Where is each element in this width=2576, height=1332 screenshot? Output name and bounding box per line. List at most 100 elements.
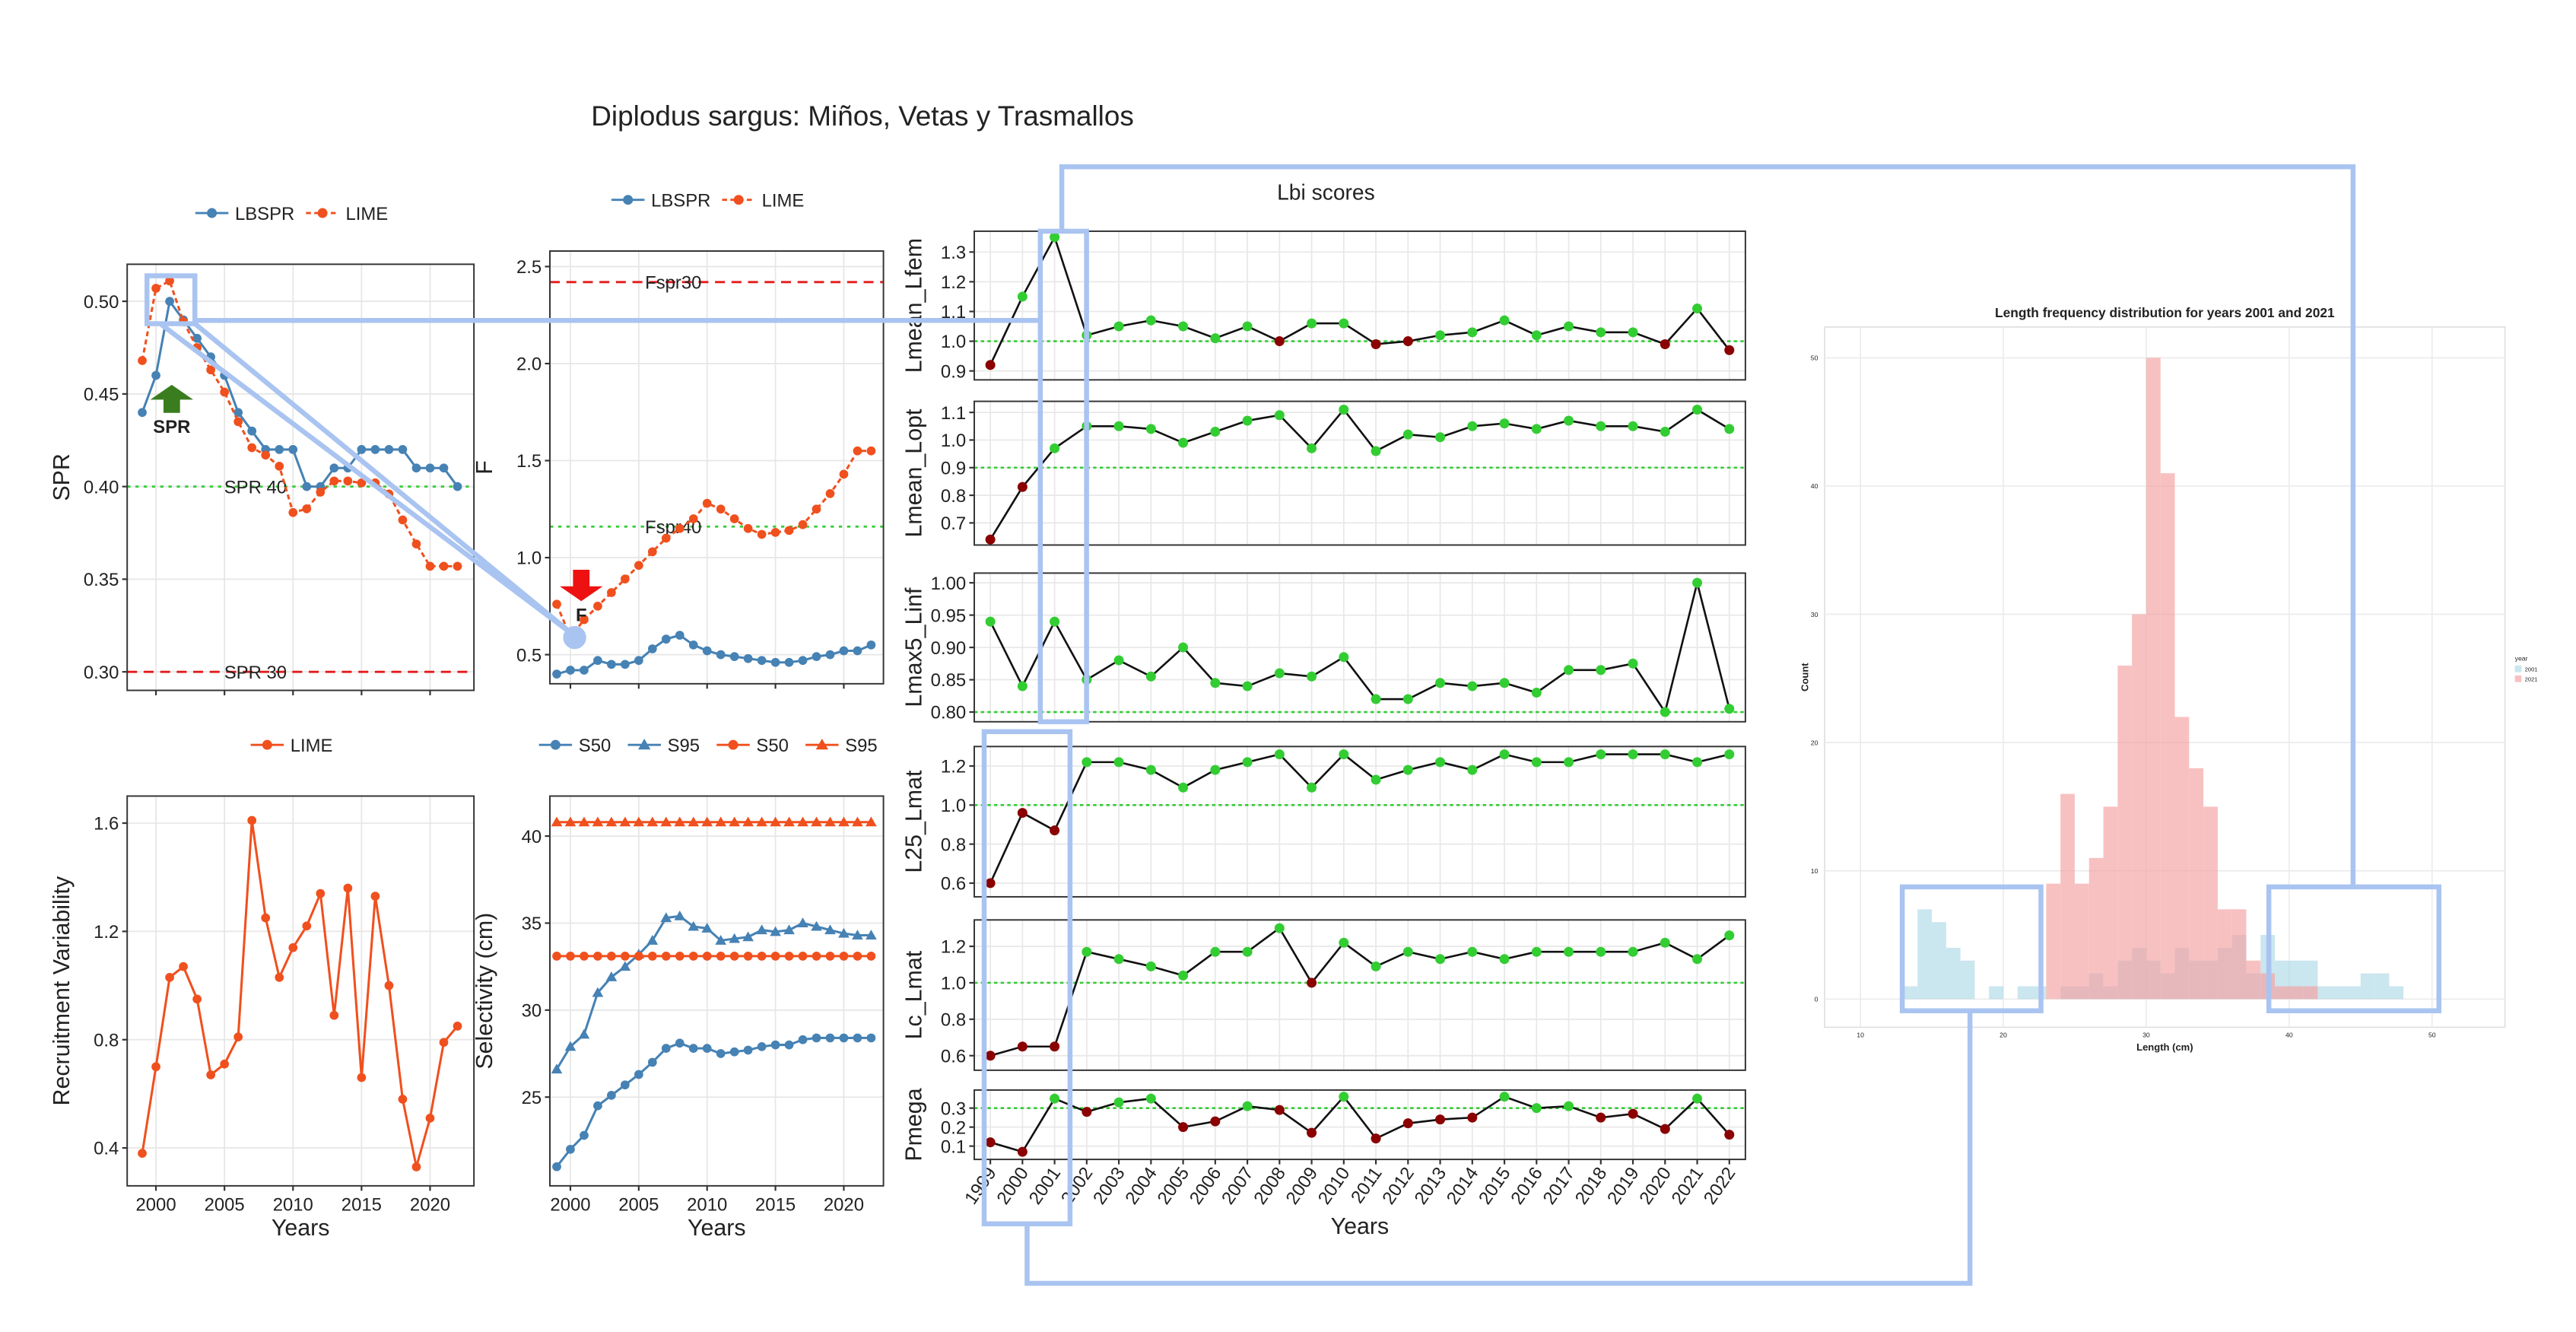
point (288, 943, 298, 952)
point (578, 1028, 590, 1039)
y-tick-label: 0.85 (931, 670, 966, 691)
point (1467, 765, 1478, 775)
y-tick-label: 0.50 (84, 292, 119, 313)
point (316, 889, 326, 898)
point (1371, 339, 1381, 349)
y-tick-label: 0.40 (84, 477, 119, 498)
point (607, 952, 616, 961)
point (1050, 443, 1060, 453)
reference-label: SPR 40 (224, 477, 287, 498)
point (593, 656, 602, 666)
connector (1059, 164, 2356, 887)
point (566, 952, 575, 961)
point (824, 924, 836, 935)
figure-title: Diplodus sargus: Miños, Vetas y Trasmall… (591, 100, 1134, 132)
point (1628, 749, 1638, 760)
point (839, 952, 849, 961)
point (261, 913, 271, 923)
point (1596, 946, 1606, 957)
point (633, 816, 645, 827)
point (1050, 1041, 1060, 1052)
y-tick-label: 25 (522, 1088, 542, 1108)
point (179, 962, 188, 971)
point (1242, 1101, 1253, 1111)
point (1402, 1118, 1413, 1129)
point (453, 1022, 462, 1031)
plot-background (974, 746, 1745, 897)
y-axis-label: F (472, 460, 497, 475)
point (853, 646, 862, 656)
point (985, 1051, 996, 1061)
point (288, 507, 298, 517)
point (439, 561, 449, 571)
point (1724, 930, 1735, 941)
y-tick-label: 0.1 (941, 1136, 966, 1157)
histogram-bar (2389, 986, 2404, 1000)
point (1274, 668, 1285, 679)
point (1435, 432, 1446, 443)
point (357, 445, 367, 454)
point (1402, 694, 1413, 704)
point (783, 816, 795, 827)
histogram-bar (2174, 717, 2190, 1000)
point (1307, 782, 1317, 793)
point (716, 650, 726, 660)
point (660, 912, 672, 923)
point (1210, 678, 1221, 688)
highlight-overlay (145, 164, 2442, 1286)
point (1210, 1116, 1221, 1127)
y-tick-label: 0.2 (941, 1117, 966, 1138)
point (1467, 946, 1478, 957)
series-line (989, 582, 1731, 715)
point (853, 446, 862, 456)
point (634, 1070, 643, 1079)
point (275, 461, 284, 471)
x-tick-label: 2010 (687, 1194, 727, 1215)
point (1692, 757, 1703, 768)
point (729, 816, 740, 827)
y-tick-label: 0.8 (941, 1010, 966, 1031)
histogram-bar (1945, 947, 1961, 1000)
point (566, 1144, 575, 1154)
point (784, 952, 794, 961)
x-tick-label: 2015 (341, 1194, 382, 1215)
point (1242, 681, 1253, 691)
point (207, 208, 218, 218)
legend-label: LIME (762, 190, 805, 211)
point (1307, 671, 1317, 682)
point (578, 816, 590, 827)
plot-border (549, 250, 885, 685)
histogram-bar (2374, 973, 2390, 1000)
point (757, 656, 767, 666)
histogram-bar (2103, 806, 2118, 1000)
chart-title: Lbi scores (1277, 180, 1375, 205)
point (1017, 681, 1028, 691)
point (1371, 961, 1381, 971)
point (1724, 424, 1735, 434)
point (275, 445, 284, 454)
y-tick-label: 1.5 (516, 451, 542, 472)
point (1564, 1101, 1574, 1111)
y-tick-label: 1.0 (941, 332, 966, 352)
point (812, 504, 821, 514)
point (729, 514, 739, 523)
point (398, 515, 408, 525)
point (866, 640, 876, 650)
point (1435, 757, 1446, 768)
point (1628, 658, 1638, 669)
point (675, 631, 684, 640)
point (1499, 315, 1510, 326)
point (580, 615, 589, 625)
point (247, 815, 257, 825)
plot-border (974, 572, 1746, 723)
point (138, 1149, 147, 1159)
point (647, 1057, 657, 1067)
y-tick-label: 20 (1811, 739, 1818, 746)
point (1017, 482, 1028, 492)
series-line (989, 234, 1730, 366)
y-axis-label: Lmean_Lfem (901, 238, 927, 373)
point (634, 952, 643, 961)
point (192, 333, 202, 343)
histogram-bar (1960, 960, 1975, 1000)
histogram-bar (2275, 986, 2289, 1000)
